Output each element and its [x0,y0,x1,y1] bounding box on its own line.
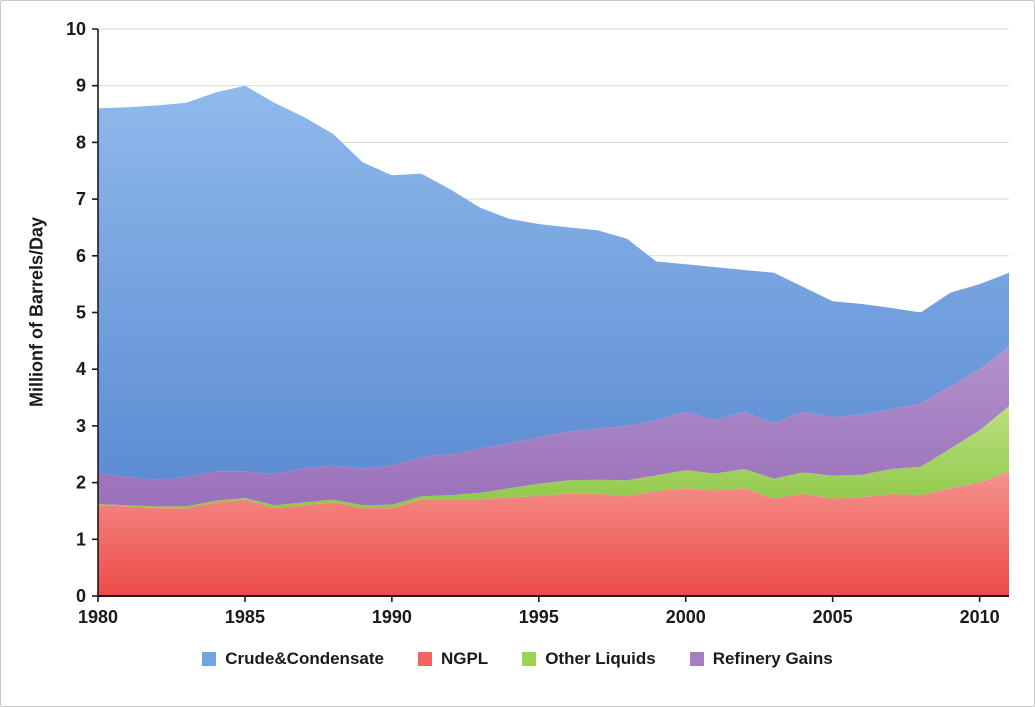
y-tick-label: 9 [76,76,86,96]
legend-label: Refinery Gains [712,649,833,668]
y-tick-label: 2 [76,473,86,493]
y-tick-label: 10 [66,19,86,39]
x-tick-label: 2010 [960,607,1000,627]
y-tick-label: 3 [76,416,86,436]
y-tick-label: 1 [76,529,86,549]
area-crude-condensate [98,85,1009,480]
y-axis-title: Millionf of Barrels/Day [26,216,47,408]
legend-item-ngpl: NGPL [417,649,489,669]
legend-label: Crude&Condensate [225,649,384,668]
area-ngpl [98,471,1009,596]
legend-item-other-liquids: Other Liquids [522,649,656,669]
x-tick-label: 1995 [519,607,559,627]
crude-condensate-swatch-icon [202,652,217,666]
legend-item-crude-condensate: Crude&Condensate [202,649,384,669]
y-tick-label: 0 [76,586,86,606]
y-tick-label: 8 [76,132,86,152]
legend-label: NGPL [440,649,489,668]
legend-label: Other Liquids [545,649,656,668]
y-tick-label: 5 [76,303,86,323]
area-refinery-gains [98,346,1009,507]
area-other-liquids [98,406,1009,509]
y-tick-label: 4 [76,359,86,379]
y-tick-label: 7 [76,189,86,209]
y-tick-label: 6 [76,246,86,266]
x-tick-label: 2005 [813,607,853,627]
ngpl-swatch-icon [417,652,432,666]
x-tick-label: 1985 [225,607,265,627]
refinery-gains-swatch-icon [689,652,704,666]
x-tick-label: 1990 [372,607,412,627]
x-tick-label: 1980 [78,607,118,627]
x-tick-label: 2000 [666,607,706,627]
chart-legend: Crude&Condensate NGPL Other Liquids Refi… [1,649,1034,669]
legend-item-refinery-gains: Refinery Gains [689,649,833,669]
other-liquids-swatch-icon [522,652,537,666]
